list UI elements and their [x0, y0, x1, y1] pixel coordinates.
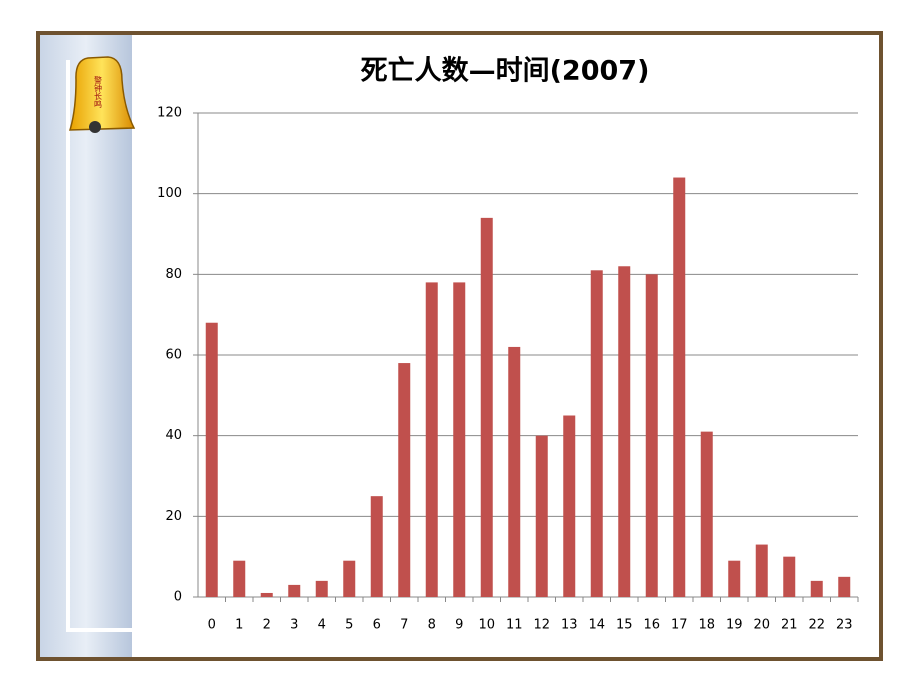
- bar: [453, 282, 466, 597]
- panel-stripe: [66, 628, 132, 632]
- x-tick-label: 14: [588, 618, 605, 633]
- x-tick-label: 1: [235, 618, 243, 633]
- y-tick-label: 120: [157, 106, 182, 121]
- bar: [425, 282, 438, 597]
- bar: [233, 560, 246, 597]
- y-tick-label: 100: [157, 186, 182, 201]
- y-tick-label: 80: [165, 267, 182, 282]
- side-panel: [40, 35, 132, 657]
- x-tick-label: 23: [836, 618, 853, 633]
- bar: [563, 415, 576, 597]
- x-tick-label: 17: [671, 618, 688, 633]
- x-tick-label: 20: [753, 618, 770, 633]
- bar: [590, 270, 603, 597]
- x-tick-label: 18: [698, 618, 715, 633]
- bar: [838, 576, 851, 597]
- x-tick-label: 2: [263, 618, 271, 633]
- x-tick-label: 0: [208, 618, 216, 633]
- bar: [673, 177, 686, 598]
- x-tick-label: 11: [506, 618, 523, 633]
- bar: [783, 556, 796, 597]
- x-tick-label: 15: [616, 618, 633, 633]
- x-tick-label: 8: [428, 618, 436, 633]
- x-tick-label: 21: [781, 618, 798, 633]
- bar: [343, 560, 356, 597]
- bar: [315, 580, 328, 597]
- bar: [480, 217, 493, 597]
- x-tick-label: 9: [455, 618, 463, 633]
- bar: [810, 580, 823, 597]
- x-tick-label: 19: [726, 618, 743, 633]
- chart-title: 死亡人数—时间(2007): [361, 56, 650, 87]
- bar: [755, 544, 768, 597]
- bar: [205, 322, 218, 597]
- y-tick-label: 20: [165, 509, 182, 524]
- x-tick-label: 3: [290, 618, 298, 633]
- x-tick-label: 10: [478, 618, 495, 633]
- x-tick-label: 7: [400, 618, 408, 633]
- bar: [508, 346, 521, 597]
- y-tick-label: 60: [165, 348, 182, 363]
- bar: [645, 274, 658, 597]
- x-tick-label: 12: [533, 618, 550, 633]
- bar: [260, 592, 273, 597]
- bar: [700, 431, 713, 597]
- bar: [618, 266, 631, 597]
- panel-stripe: [66, 60, 70, 632]
- bar: [398, 363, 411, 597]
- x-tick-label: 4: [318, 618, 326, 633]
- bell-icon: 警钟长鸣: [68, 56, 136, 133]
- bar: [370, 496, 383, 597]
- bar: [728, 560, 741, 597]
- x-tick-label: 5: [345, 618, 353, 633]
- bar: [288, 584, 301, 597]
- y-tick-label: 40: [165, 428, 182, 443]
- bar: [535, 435, 548, 597]
- x-tick-label: 22: [808, 618, 825, 633]
- x-tick-label: 16: [643, 618, 660, 633]
- bell-text: 警钟长鸣: [94, 75, 103, 109]
- x-tick-label: 6: [373, 618, 381, 633]
- y-tick-label: 0: [174, 590, 182, 605]
- x-tick-label: 13: [561, 618, 578, 633]
